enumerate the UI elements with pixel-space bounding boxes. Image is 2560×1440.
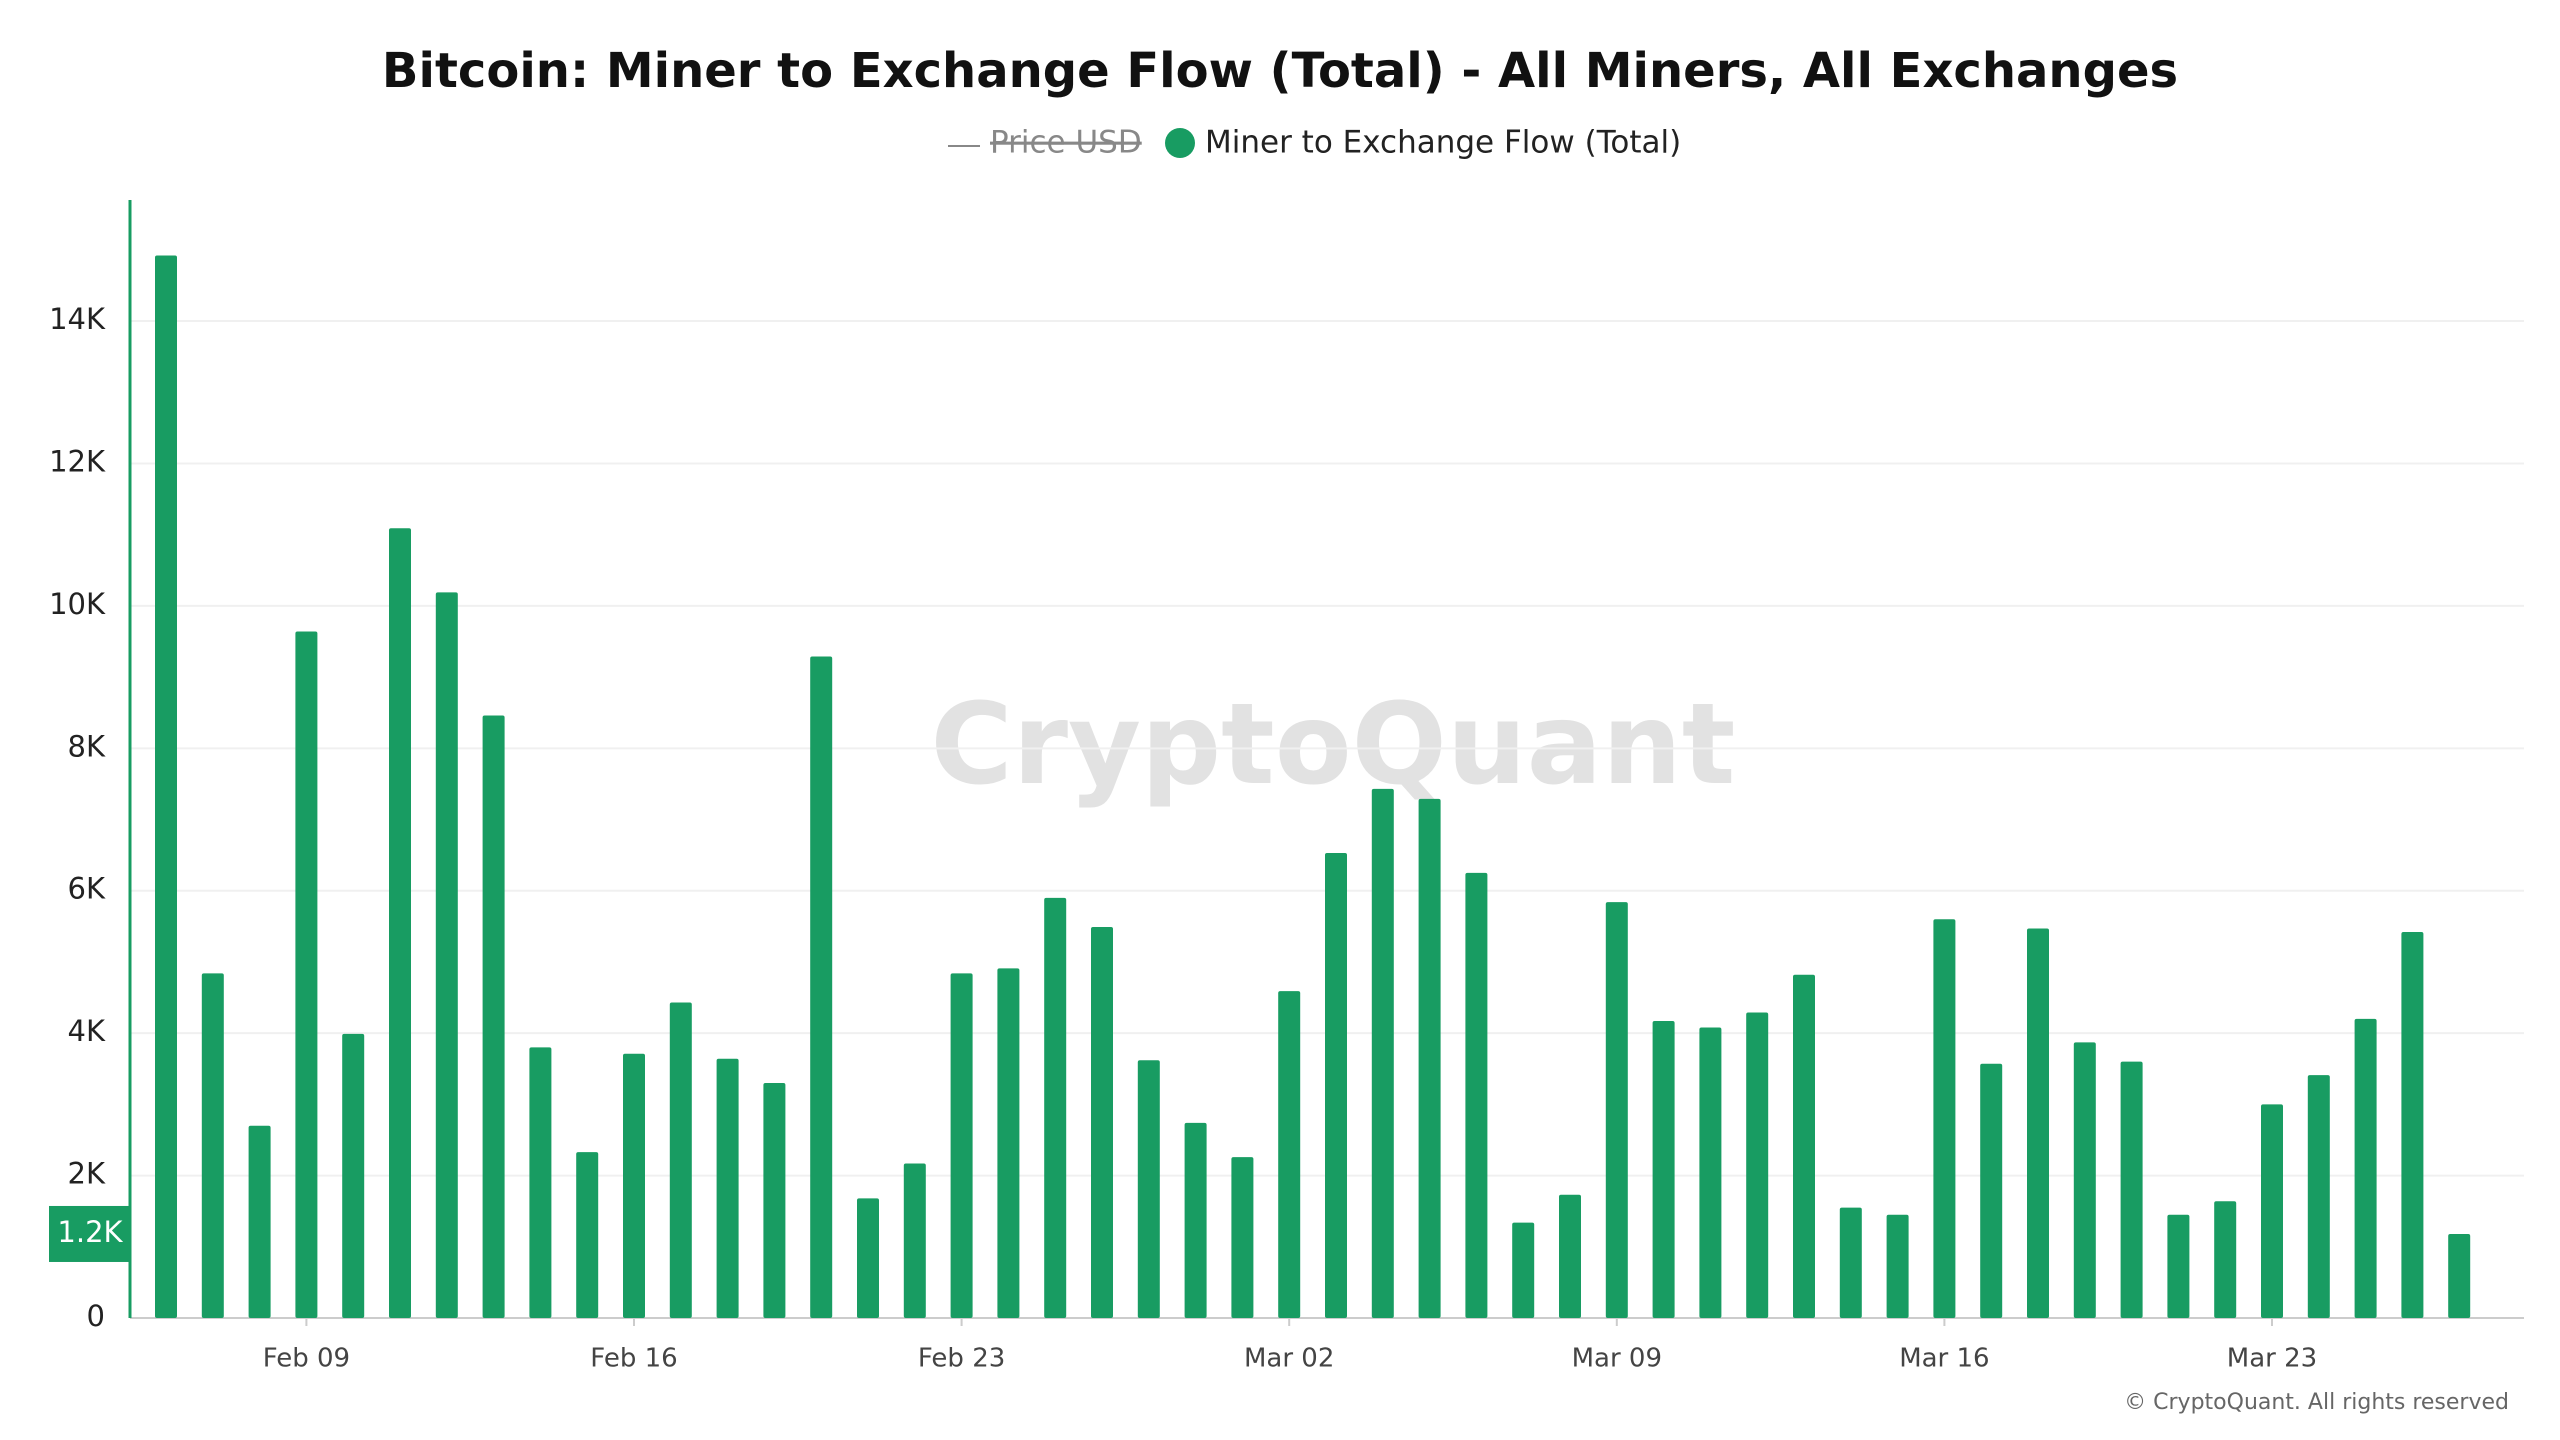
bar [2214, 1201, 2237, 1318]
bar [1371, 788, 1394, 1318]
bar [1605, 902, 1628, 1318]
bar [669, 1002, 692, 1318]
y-tick-label: 2K [68, 1157, 106, 1191]
bar [342, 1033, 365, 1318]
y-tick-label: 14K [49, 302, 106, 336]
bar [2401, 932, 2424, 1318]
x-tick-label: Feb 09 [263, 1344, 350, 1374]
bar [1699, 1027, 1722, 1318]
bar [295, 631, 318, 1318]
current-value-label: 1.2K [57, 1215, 123, 1249]
y-tick-label: 0 [87, 1299, 105, 1333]
y-tick-label: 6K [68, 872, 106, 906]
bar [2448, 1233, 2471, 1318]
bar [2167, 1214, 2190, 1318]
bar [2307, 1075, 2330, 1318]
bar [1044, 897, 1067, 1318]
bar [763, 1083, 786, 1318]
bar [1559, 1194, 1581, 1318]
bar [1839, 1207, 1862, 1318]
y-tick-label: 4K [68, 1014, 106, 1048]
bar [482, 715, 505, 1318]
bar [1325, 852, 1347, 1318]
bar [2027, 928, 2049, 1318]
current-value-box [49, 1205, 130, 1262]
bar [155, 255, 177, 1318]
bar [1512, 1222, 1535, 1318]
bar [1418, 798, 1441, 1318]
bar [2261, 1104, 2283, 1318]
bar [2354, 1018, 2377, 1318]
bar [248, 1125, 271, 1318]
legend-dot [1165, 128, 1195, 158]
bar [2073, 1042, 2096, 1318]
bar [1933, 919, 1956, 1318]
bar [435, 592, 458, 1318]
x-tick-label: Mar 09 [1572, 1344, 1662, 1374]
bar [1091, 927, 1113, 1318]
bar [1465, 872, 1488, 1318]
x-tick-label: Mar 16 [1899, 1344, 1989, 1374]
footer: © CryptoQuant. All rights reserved [2124, 1390, 2509, 1415]
bar [903, 1163, 926, 1318]
x-tick-label: Feb 16 [590, 1344, 677, 1374]
bar [389, 528, 411, 1318]
bar [1231, 1157, 1254, 1318]
chart-title: Bitcoin: Miner to Exchange Flow (Total) … [382, 43, 2178, 99]
y-tick-label: 8K [68, 729, 106, 763]
bar [2120, 1061, 2143, 1318]
bar [529, 1047, 552, 1318]
x-tick-label: Mar 02 [1244, 1344, 1334, 1374]
bar [1746, 1012, 1769, 1318]
bar [950, 973, 973, 1318]
bar [1137, 1060, 1160, 1318]
bar [716, 1058, 739, 1318]
watermark: CryptoQuant [931, 680, 1736, 810]
bar [576, 1152, 599, 1318]
legend-label: Price USD [990, 125, 1142, 161]
bar [1980, 1063, 2003, 1318]
bar [623, 1053, 645, 1318]
bar [810, 656, 833, 1318]
bar [201, 973, 224, 1318]
bar [1652, 1021, 1675, 1318]
bar [1278, 991, 1301, 1318]
legend-label: Miner to Exchange Flow (Total) [1205, 125, 1681, 161]
x-tick-label: Feb 23 [918, 1344, 1005, 1374]
bar [1184, 1122, 1207, 1318]
bar [857, 1198, 879, 1318]
bar [1886, 1214, 1909, 1318]
bar [997, 968, 1020, 1318]
x-tick-label: Mar 23 [2227, 1344, 2317, 1374]
bar [1793, 974, 1815, 1318]
y-tick-label: 10K [49, 587, 106, 621]
y-tick-label: 12K [49, 444, 106, 478]
